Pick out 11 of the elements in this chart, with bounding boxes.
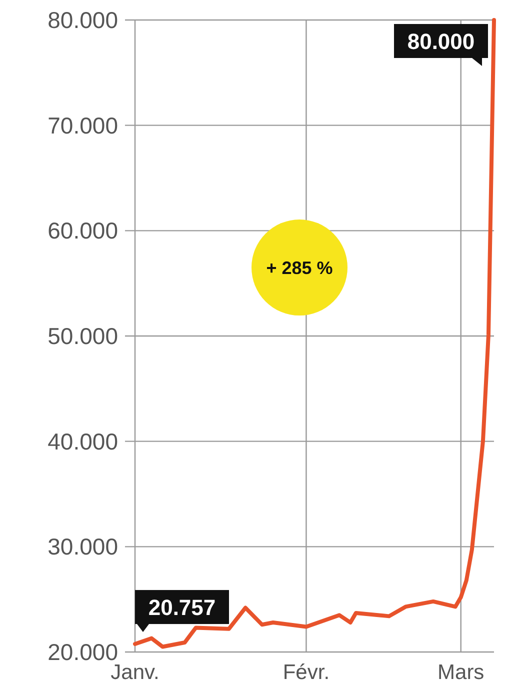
y-tick-label: 40.000 bbox=[48, 428, 118, 454]
x-tick-label: Mars bbox=[438, 661, 484, 684]
y-tick-label: 80.000 bbox=[48, 7, 118, 34]
x-tick-label: Févr. bbox=[282, 661, 330, 684]
annotation: 20.757 bbox=[148, 594, 216, 620]
annotation: + 285 % bbox=[266, 258, 333, 278]
y-tick-label: 50.000 bbox=[48, 323, 118, 350]
annotation: 80.000 bbox=[407, 28, 475, 54]
y-tick-label: 70.000 bbox=[48, 112, 118, 138]
y-tick-label: 60.000 bbox=[48, 218, 118, 244]
y-tick-label: 30.000 bbox=[48, 534, 118, 560]
